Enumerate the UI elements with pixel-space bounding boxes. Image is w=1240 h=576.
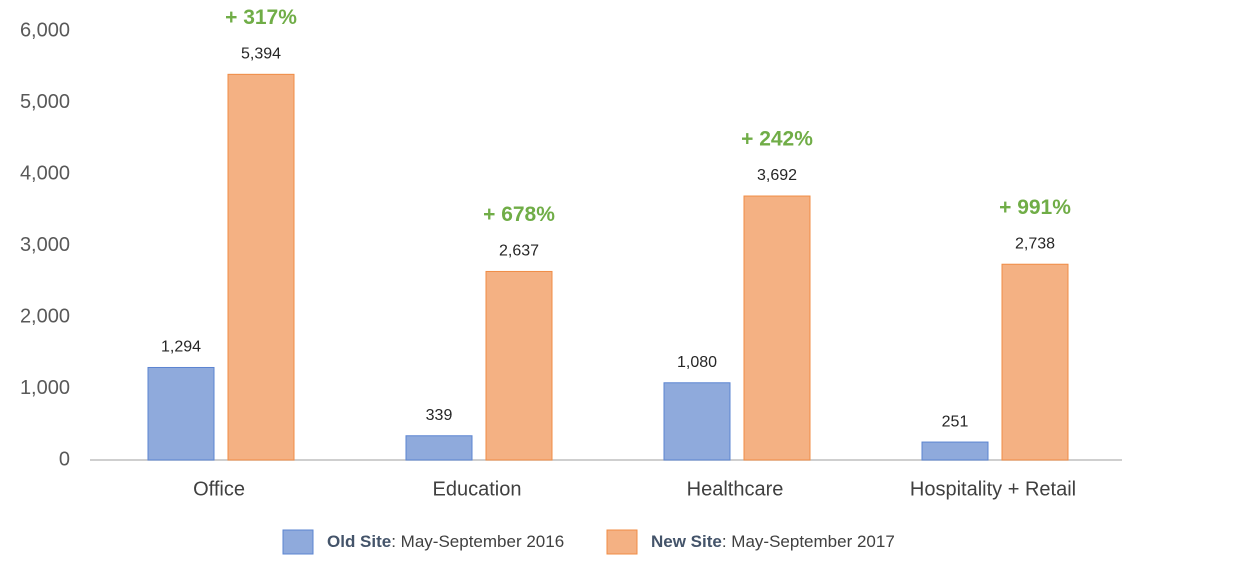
value-label: 339	[426, 407, 453, 424]
legend-swatch	[282, 529, 314, 555]
legend-name: Old Site	[327, 532, 391, 551]
bar	[227, 73, 295, 461]
y-tick-label: 3,000	[20, 234, 70, 256]
y-tick-label: 5,000	[20, 91, 70, 113]
value-label: 1,080	[677, 354, 717, 371]
bar	[485, 270, 553, 461]
value-label: 251	[942, 413, 969, 430]
legend-swatch	[606, 529, 638, 555]
y-tick-label: 4,000	[20, 162, 70, 184]
x-tick-label: Office	[193, 478, 245, 500]
bar	[663, 382, 731, 461]
legend-label: Old Site: May-September 2016	[327, 532, 564, 551]
value-label: 2,738	[1015, 235, 1055, 252]
value-label: 1,294	[161, 339, 201, 356]
bar	[743, 195, 811, 461]
annotation: + 242%	[741, 128, 813, 151]
bar	[921, 441, 989, 461]
legend-name: New Site	[651, 532, 722, 551]
y-tick-label: 6,000	[20, 19, 70, 41]
bar	[147, 366, 215, 461]
y-tick-label: 2,000	[20, 305, 70, 327]
x-tick-label: Hospitality + Retail	[910, 478, 1076, 500]
legend-detail: : May-September 2017	[722, 532, 895, 551]
value-label: 2,637	[499, 243, 539, 260]
annotation: + 317%	[225, 6, 297, 29]
y-tick-label: 1,000	[20, 377, 70, 399]
x-tick-label: Healthcare	[687, 478, 784, 500]
legend-detail: : May-September 2016	[391, 532, 564, 551]
legend-label: New Site: May-September 2017	[651, 532, 895, 551]
annotation: + 678%	[483, 203, 555, 226]
value-label: 3,692	[757, 167, 797, 184]
bar	[405, 435, 473, 461]
y-tick-label: 0	[59, 448, 70, 470]
bar	[1001, 263, 1069, 461]
annotation: + 991%	[999, 196, 1071, 219]
value-label: 5,394	[241, 46, 281, 63]
x-tick-label: Education	[433, 478, 522, 500]
